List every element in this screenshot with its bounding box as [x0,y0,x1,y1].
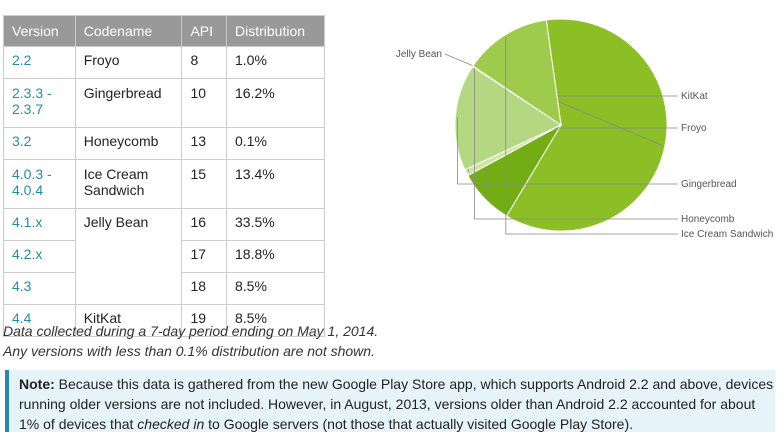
version-link[interactable]: 2.2 [3,46,76,79]
version-link[interactable]: 3.2 [3,127,76,160]
table-row: 2.3.3 - 2.3.7 Gingerbread 10 16.2% [3,78,325,128]
pie-label-gingerbread: Gingerbread [681,179,737,190]
codename-cell: Ice Cream Sandwich [74,159,183,209]
note-box: Note: Because this data is gathered from… [5,370,775,432]
pie-slice-gingerbread [454,65,563,171]
api-cell: 18 [181,272,227,305]
distribution-cell: 18.8% [226,240,325,273]
note-text-1: Because this data is gathered from the n… [19,376,774,432]
header-codename: Codename [74,15,183,47]
version-link[interactable]: 4.2.x [3,240,76,273]
codename-cell: Froyo [74,46,183,79]
pie-label-jelly-bean: Jelly Bean [396,49,442,60]
codename-cell: Honeycomb [74,127,183,160]
version-link[interactable]: 4.3 [3,272,76,305]
pie-chart: Jelly Bean KitKat Froyo Gingerbread Honeycom… [396,18,773,240]
distribution-cell: 8.5% [226,304,325,337]
pie-label-kitkat: KitKat [681,91,708,102]
distribution-cell: 13.4% [226,159,325,209]
distribution-cell: 1.0% [226,46,325,79]
api-cell: 8 [181,46,227,79]
pie-label-froyo: Froyo [681,123,707,134]
version-link[interactable]: 4.4 [3,304,76,337]
api-cell: 17 [181,240,227,273]
header-api: API [181,15,227,47]
note-emphasis: checked in [137,416,205,432]
leader-line-ice-cream-sandwich [505,37,678,235]
distribution-cell: 8.5% [226,272,325,305]
table-row: 4.2.x 17 18.8% [3,240,325,273]
pie-label-honeycomb: Honeycomb [681,214,735,225]
note-text-2: to Google servers (not those that actual… [204,416,634,432]
codename-cell: Gingerbread [74,78,183,128]
header-version: Version [3,15,76,47]
api-cell: 19 [181,304,227,337]
api-cell: 15 [181,159,227,209]
data-caption: Data collected during a 7-day period end… [3,321,378,361]
table-row: 4.0.3 - 4.0.4 Ice Cream Sandwich 15 13.4… [3,159,325,209]
distribution-cell: 33.5% [226,208,325,241]
pie-slice-jelly-bean [505,18,668,232]
api-cell: 16 [181,208,227,241]
distribution-table: Version Codename API Distribution 2.2 Fr… [3,15,325,337]
note-label: Note: [19,376,55,392]
api-cell: 13 [181,127,227,160]
table-header-row: Version Codename API Distribution [3,15,325,47]
leader-line-gingerbread [457,117,678,185]
pie-label-ice-cream-sandwich: Ice Cream Sandwich [681,229,773,240]
distribution-cell: 16.2% [226,78,325,128]
table-row: 2.2 Froyo 8 1.0% [3,46,325,79]
header-distribution: Distribution [226,15,325,47]
table-row: 3.2 Honeycomb 13 0.1% [3,127,325,160]
caption-line-1: Data collected during a 7-day period end… [3,323,379,339]
distribution-cell: 0.1% [226,127,325,160]
table-row: 4.3 18 8.5% [3,272,325,305]
leader-line-honeycomb [474,67,678,220]
pie-slice-ice-cream-sandwich [472,19,562,127]
codename-cell: Jelly Bean [74,208,183,305]
api-cell: 10 [181,78,227,128]
caption-line-2: Any versions with less than 0.1% distrib… [3,343,375,359]
table-row: 4.1.x Jelly Bean 16 33.5% [3,208,325,305]
version-link[interactable]: 4.0.3 - 4.0.4 [3,159,76,209]
codename-cell: KitKat [74,304,183,337]
version-link[interactable]: 2.3.3 - 2.3.7 [3,78,76,128]
version-link[interactable]: 4.1.x [3,208,76,241]
table-row: 4.4 KitKat 19 8.5% [3,304,325,337]
